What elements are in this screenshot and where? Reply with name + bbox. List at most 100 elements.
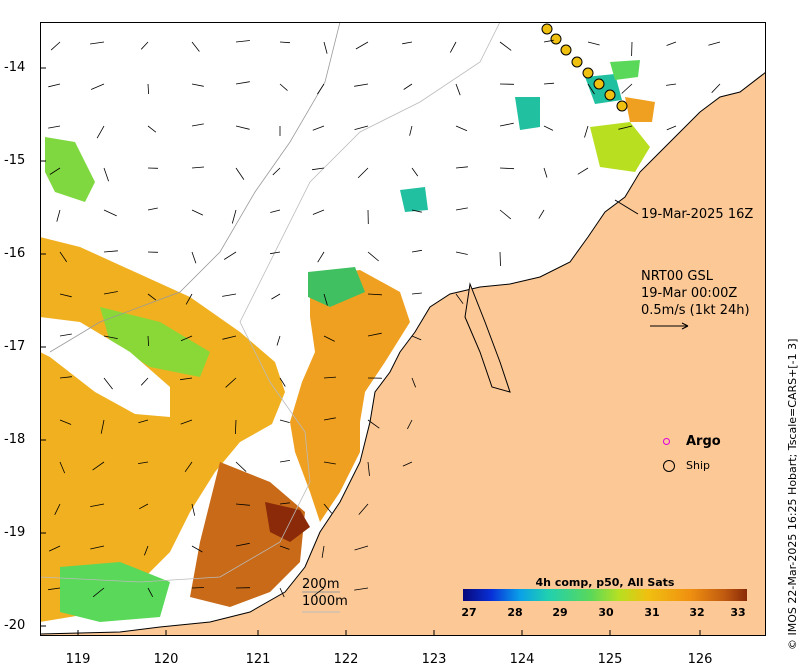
wind-vector	[90, 41, 105, 45]
wind-vector	[235, 125, 250, 130]
wind-vector	[323, 293, 328, 306]
wind-vector	[103, 250, 118, 253]
colorbar-title: 4h comp, p50, All Sats	[535, 576, 675, 589]
wind-vector	[411, 335, 422, 341]
wind-vector	[92, 461, 105, 471]
x-tick-label: 124	[509, 652, 535, 667]
colorbar-tick: 32	[689, 606, 705, 619]
wind-vector	[314, 587, 325, 596]
wind-vector	[321, 545, 325, 558]
wind-vector	[59, 333, 72, 337]
wind-vector	[323, 41, 328, 54]
wind-vector	[323, 335, 335, 342]
wind-vector	[103, 335, 118, 339]
wind-vector	[323, 461, 336, 465]
wind-vector	[59, 376, 72, 379]
wind-vector	[147, 335, 149, 347]
y-tick-label: -18	[4, 432, 26, 447]
sst-coastal-band	[290, 270, 410, 522]
sst-coastal-green	[308, 267, 365, 307]
sst-swath-west	[40, 237, 285, 622]
argo-legend-label: Argo	[686, 434, 721, 449]
ship-track-point	[571, 56, 583, 68]
wind-vector	[402, 461, 413, 467]
wind-vector	[323, 503, 333, 514]
wind-vector	[711, 83, 721, 93]
wind-vector	[90, 83, 105, 90]
wind-vector	[666, 83, 677, 86]
wind-scale-arrowhead	[681, 322, 689, 330]
wind-vector	[543, 167, 548, 178]
wind-vector	[184, 461, 193, 473]
wind-vector	[367, 293, 383, 296]
wind-vector	[180, 377, 193, 381]
wind-vector	[543, 82, 555, 85]
wind-vector	[666, 41, 677, 46]
sst-ne-teal1	[515, 97, 540, 130]
wind-vector	[48, 125, 61, 129]
argo-legend-icon	[663, 438, 670, 445]
sst-teal-small	[400, 187, 428, 212]
wind-vector	[90, 503, 105, 507]
wind-vector	[621, 83, 633, 94]
wind-vector	[323, 376, 337, 379]
wind-scale-label: 0.5m/s (1kt 24h)	[641, 303, 750, 318]
wind-vector	[100, 419, 105, 434]
wind-vector	[235, 503, 250, 506]
wind-vector	[59, 293, 72, 298]
sst-hot-core	[265, 502, 310, 542]
wind-vector	[235, 542, 250, 547]
wind-vector	[140, 41, 149, 50]
wind-vector	[270, 209, 281, 213]
wind-vector	[411, 167, 419, 177]
y-tick-label: -17	[4, 339, 26, 354]
colorbar-tick: 33	[730, 606, 746, 619]
wind-vector	[499, 167, 515, 170]
wind-vector	[354, 545, 369, 551]
wind-vector	[92, 587, 105, 598]
x-tick-label: 126	[687, 652, 713, 667]
colorbar-tick: 27	[461, 606, 477, 619]
wind-vector	[587, 83, 595, 95]
wind-vector	[235, 81, 250, 85]
wind-vector	[235, 167, 245, 180]
wind-vector	[279, 502, 290, 505]
wind-vector	[147, 293, 157, 301]
wind-vector	[455, 125, 468, 132]
wind-vector	[354, 587, 369, 591]
x-tick-label: 122	[333, 652, 359, 667]
wind-vector	[138, 461, 149, 464]
wind-vector	[231, 209, 237, 224]
wind-vector	[367, 419, 380, 429]
y-tick-label: -14	[4, 60, 26, 75]
wind-vector	[147, 587, 154, 597]
colorbar-tick: 28	[507, 606, 523, 619]
wind-vector	[180, 335, 193, 342]
wind-vector	[191, 503, 196, 516]
wind-vector	[499, 122, 514, 127]
colorbar-tick: 31	[644, 606, 660, 619]
wind-vector	[708, 41, 721, 46]
wind-vector	[139, 503, 149, 510]
wind-vector	[411, 249, 422, 253]
wind-vector	[584, 125, 589, 138]
map-area[interactable]	[40, 22, 766, 636]
wind-vector	[147, 125, 157, 133]
wind-vector	[103, 209, 117, 217]
wind-vector	[449, 41, 457, 53]
ship-track-point	[616, 100, 628, 112]
map-canvas	[40, 22, 766, 636]
wind-vector	[499, 41, 512, 51]
wind-vector	[357, 167, 369, 179]
x-tick-label: 125	[597, 652, 623, 667]
wind-vector	[402, 41, 413, 45]
wind-vector	[140, 377, 149, 386]
wind-vector	[312, 125, 325, 131]
sst-ne-green	[610, 60, 640, 80]
wind-vector	[358, 503, 369, 515]
wind-vector	[317, 83, 325, 95]
wind-vector	[185, 293, 193, 305]
sst-green-mid	[100, 307, 210, 377]
wind-vector	[191, 587, 205, 589]
wind-vector	[411, 377, 416, 388]
